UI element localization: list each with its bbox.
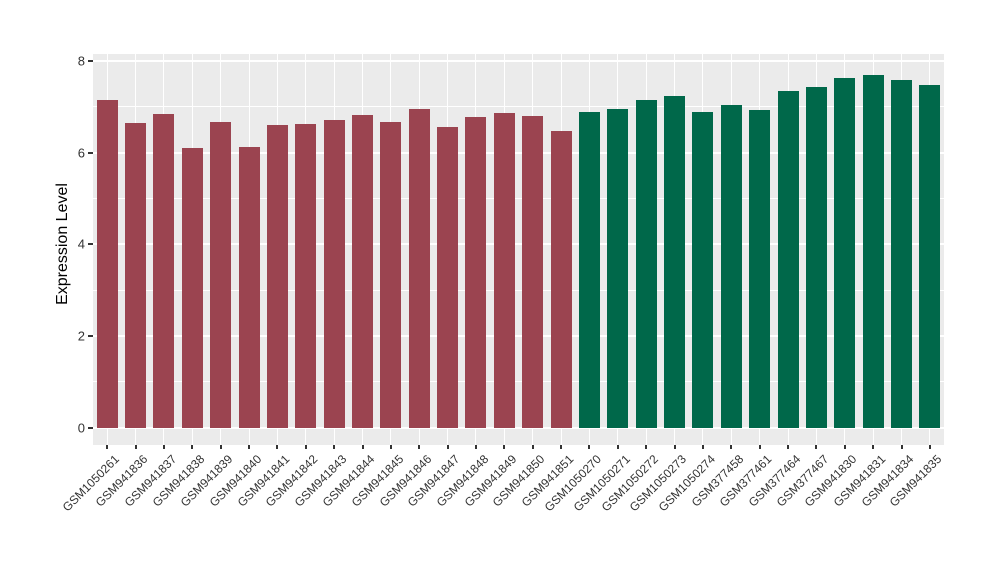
gridline-major	[93, 59, 944, 62]
bar	[891, 80, 912, 428]
x-tick-mark	[474, 445, 477, 449]
y-tick-mark	[88, 335, 93, 337]
bar	[295, 124, 317, 428]
x-tick-mark	[191, 445, 194, 449]
y-tick-mark	[88, 151, 93, 154]
bar	[550, 130, 572, 428]
bar	[635, 100, 657, 428]
x-tick-mark	[616, 445, 619, 449]
bar	[919, 84, 941, 428]
bar	[720, 105, 742, 428]
bar	[380, 121, 402, 428]
y-tick-mark	[88, 243, 93, 246]
x-tick-mark	[276, 445, 279, 449]
gridline-major	[93, 151, 944, 154]
bar	[465, 116, 487, 428]
bar	[607, 109, 629, 428]
x-tick-mark	[106, 445, 109, 449]
bar	[777, 91, 799, 428]
bar	[805, 87, 827, 428]
x-tick-mark	[333, 445, 336, 449]
bar	[238, 146, 260, 428]
y-tick-label: 6	[77, 145, 85, 161]
bar	[125, 122, 146, 428]
y-tick-label: 2	[77, 328, 85, 344]
gridline-major	[93, 426, 944, 429]
y-tick-label: 4	[77, 236, 85, 252]
x-tick-mark	[588, 445, 591, 449]
bar	[578, 112, 600, 428]
x-tick-mark	[560, 445, 562, 449]
bar	[493, 112, 515, 428]
bar	[153, 113, 175, 428]
gridline-major	[93, 243, 944, 246]
bar	[522, 115, 544, 428]
gridline-minor	[93, 106, 944, 108]
y-tick-mark	[88, 59, 93, 62]
x-tick-mark	[134, 445, 137, 449]
x-tick-mark	[248, 445, 250, 449]
bar	[352, 114, 373, 428]
bar	[181, 148, 203, 428]
x-tick-mark	[503, 445, 506, 449]
x-tick-mark	[531, 445, 534, 449]
x-tick-mark	[872, 445, 875, 449]
y-tick-label: 0	[77, 420, 85, 436]
gridline-minor	[93, 289, 944, 291]
bar	[323, 119, 345, 428]
y-axis-title: Expression Level	[54, 183, 71, 305]
x-tick-mark	[304, 445, 307, 449]
bar	[834, 78, 856, 428]
x-tick-mark	[361, 445, 364, 449]
bar	[862, 74, 884, 428]
plot-panel	[93, 54, 944, 445]
x-tick-mark	[815, 445, 818, 449]
bar	[266, 125, 288, 428]
x-tick-mark	[446, 445, 449, 449]
gridline-major	[93, 335, 944, 337]
x-tick-mark	[787, 445, 789, 449]
bar	[692, 112, 714, 428]
x-tick-mark	[701, 445, 704, 449]
x-tick-mark	[645, 445, 648, 449]
x-tick-mark	[730, 445, 733, 449]
bar	[96, 99, 118, 428]
x-tick-mark	[843, 445, 846, 449]
bar	[664, 96, 685, 428]
x-tick-mark	[673, 445, 676, 449]
bar	[749, 110, 771, 428]
bar	[437, 126, 459, 428]
x-tick-mark	[928, 445, 931, 449]
x-tick-mark	[389, 445, 392, 449]
x-tick-mark	[162, 445, 165, 449]
x-tick-mark	[219, 445, 222, 449]
bar	[210, 121, 232, 428]
bar	[408, 109, 430, 428]
gridline-minor	[93, 381, 944, 383]
y-tick-label: 8	[77, 53, 85, 69]
gridline-minor	[93, 197, 944, 199]
y-tick-mark	[88, 426, 93, 429]
x-tick-mark	[758, 445, 761, 449]
x-tick-mark	[418, 445, 421, 449]
x-tick-mark	[900, 445, 903, 449]
